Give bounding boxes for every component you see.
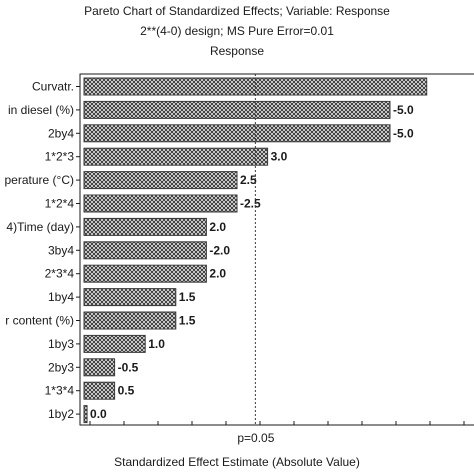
- value-label: 2.0: [209, 220, 226, 234]
- category-label: 2by3: [48, 360, 74, 374]
- category-label: 1*3*4: [45, 384, 75, 398]
- plot-area: [79, 73, 474, 426]
- category-label: 1by3: [48, 337, 74, 351]
- reference-line-group: p=0.05: [237, 74, 275, 445]
- value-label: -5.0: [393, 103, 414, 117]
- bar: [83, 171, 238, 190]
- chart-title: Pareto Chart of Standardized Effects; Va…: [84, 4, 390, 18]
- plot-border: [79, 73, 474, 426]
- category-label: 3by4: [48, 243, 74, 257]
- value-label: 0.0: [90, 407, 107, 421]
- bar: [83, 194, 238, 213]
- x-axis-label: Standardized Effect Estimate (Absolute V…: [114, 455, 360, 469]
- value-label: 1.5: [179, 314, 196, 328]
- value-label: 3.0: [271, 150, 288, 164]
- category-label: Curvatr.: [32, 80, 74, 94]
- bar: [83, 381, 116, 400]
- chart-subtitle-response: Response: [209, 44, 265, 58]
- value-label: -5.0: [393, 126, 414, 140]
- bar: [83, 217, 207, 236]
- category-label: 1*2*4: [45, 197, 75, 211]
- category-label: 1*2*3: [45, 150, 75, 164]
- bar: [83, 405, 88, 424]
- chart-subtitle: 2**(4-0) design; MS Pure Error=0.01: [140, 24, 334, 38]
- value-label: 2.0: [209, 267, 226, 281]
- category-label: 2by4: [48, 126, 74, 140]
- value-label: 1.5: [179, 290, 196, 304]
- bar: [83, 288, 177, 307]
- bar: [83, 358, 116, 377]
- bar: [83, 241, 207, 260]
- category-label: r content (%): [5, 314, 74, 328]
- bar: [83, 147, 269, 166]
- value-label: 1.0: [148, 337, 165, 351]
- value-label: -2.5: [240, 197, 261, 211]
- category-labels: Curvatr. in diesel (%) 2by4 1*2*3 perature (…: [5, 80, 80, 421]
- reference-label: p=0.05: [237, 431, 274, 445]
- value-label: -0.5: [118, 360, 139, 374]
- value-label: 2.5: [240, 173, 257, 187]
- bar: [83, 311, 177, 330]
- category-label: perature (°C): [5, 173, 75, 187]
- category-label: 1by2: [48, 407, 74, 421]
- value-label: 0.5: [118, 384, 135, 398]
- category-label: 1by4: [48, 290, 74, 304]
- bar: [83, 124, 391, 143]
- bar: [83, 100, 391, 119]
- value-label: -2.0: [209, 243, 230, 257]
- category-label: 4)Time (day): [6, 220, 74, 234]
- bar: [83, 264, 207, 283]
- category-label: 2*3*4: [45, 267, 75, 281]
- bar: [83, 334, 146, 353]
- category-label: in diesel (%): [8, 103, 74, 117]
